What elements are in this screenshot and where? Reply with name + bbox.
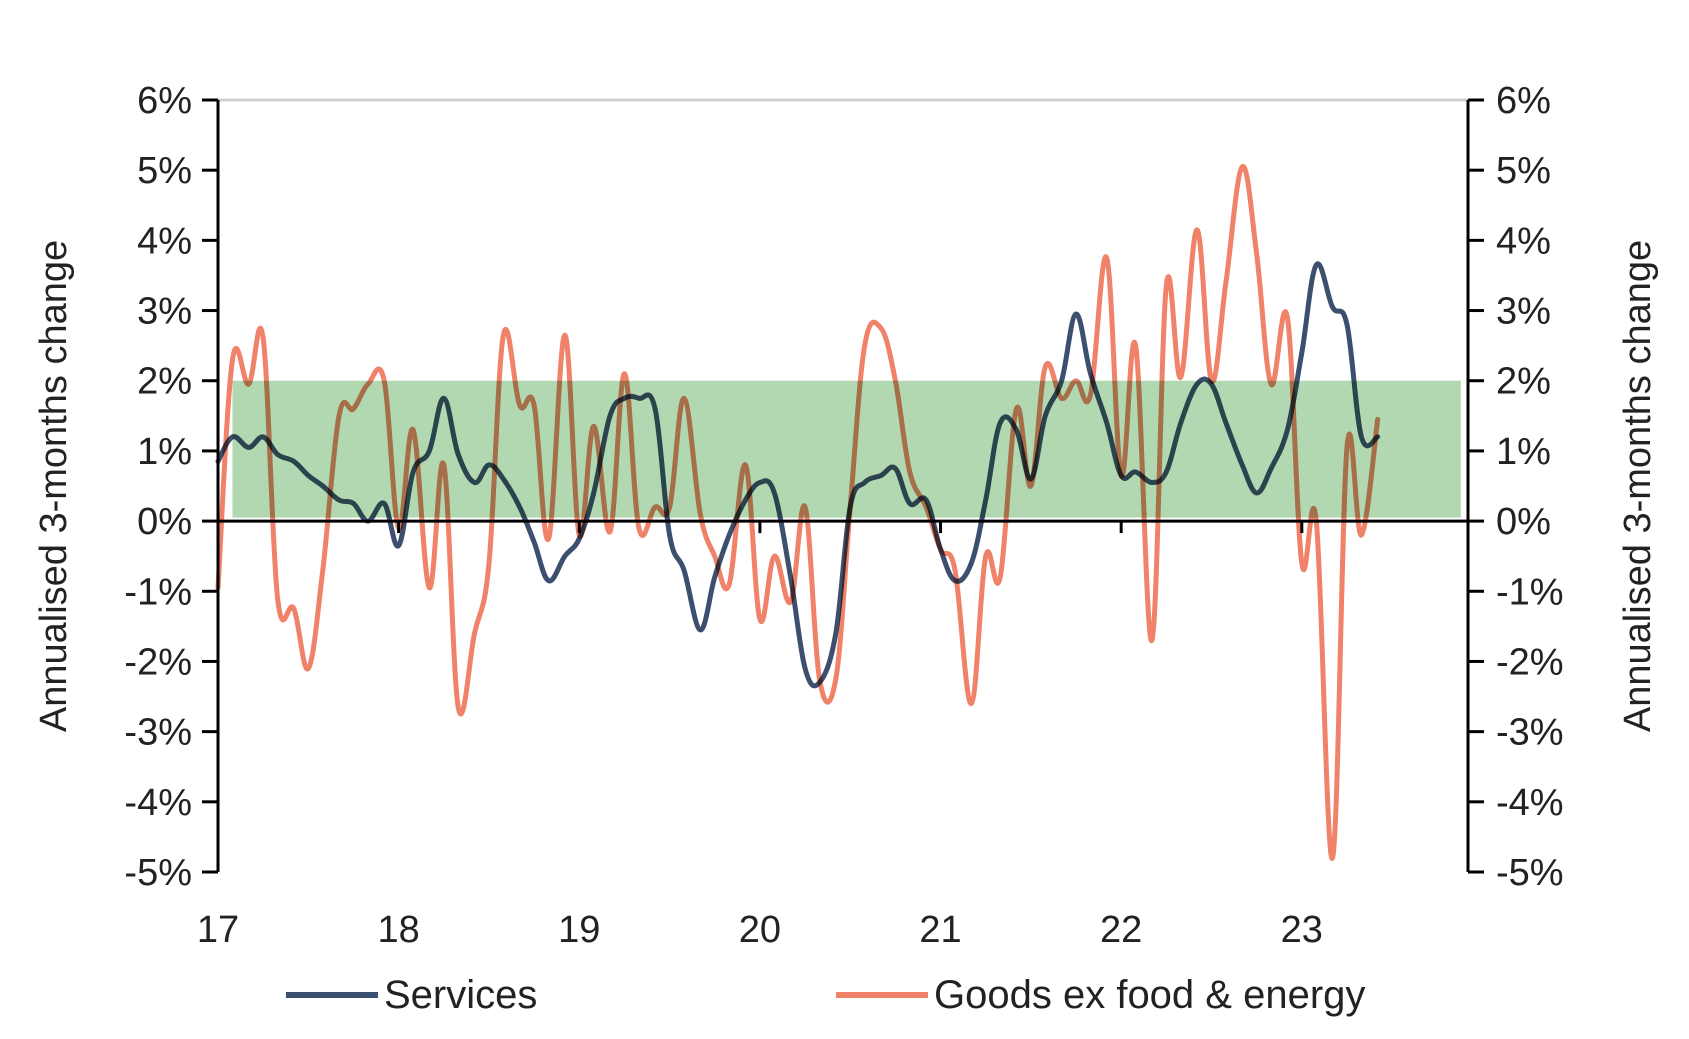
x-tick-label: 21 <box>919 909 961 951</box>
y-tick-label-right: -4% <box>1496 782 1564 824</box>
legend: Services Goods ex food & energy <box>286 973 1365 1017</box>
legend-label: Services <box>384 973 537 1017</box>
y-tick-label-left: 5% <box>137 150 192 192</box>
series-line-goods-ex-food-energy <box>215 164 1381 861</box>
y-tick-label-right: -2% <box>1496 641 1564 683</box>
y-tick-label-left: -1% <box>124 571 192 613</box>
y-tick-label-right: 4% <box>1496 220 1551 262</box>
y-tick-label-left: 0% <box>137 501 192 543</box>
y-tick-label-left: 6% <box>137 80 192 122</box>
x-tick-label: 20 <box>739 909 781 951</box>
y-axis-title-right: Annualised 3-months change <box>1617 240 1659 732</box>
y-tick-label-left: -3% <box>124 712 192 754</box>
axes-layer: 6% 6% 5% 5% 4% 4% 3% 3% 2% 2% 1% 1% 0% 0% -1% -1% -2% -2%… <box>33 80 1659 951</box>
x-tick-label: 22 <box>1100 909 1142 951</box>
y-tick-label-right: -1% <box>1496 571 1564 613</box>
y-tick-label-left: -4% <box>124 782 192 824</box>
x-tick-label: 17 <box>197 909 239 951</box>
y-axis-title-left: Annualised 3-months change <box>33 240 75 732</box>
series-line-services <box>215 261 1381 689</box>
y-tick-label-left: 2% <box>137 361 192 403</box>
x-tick-label: 18 <box>377 909 419 951</box>
series-layer <box>215 164 1381 861</box>
y-tick-label-right: 6% <box>1496 80 1551 122</box>
y-tick-label-left: 1% <box>137 431 192 473</box>
y-tick-label-right: 2% <box>1496 361 1551 403</box>
y-tick-label-left: -2% <box>124 641 192 683</box>
y-tick-label-right: 1% <box>1496 431 1551 473</box>
legend-label: Goods ex food & energy <box>934 973 1365 1017</box>
y-tick-label-right: 5% <box>1496 150 1551 192</box>
y-tick-label-left: -5% <box>124 852 192 894</box>
y-tick-label-right: 0% <box>1496 501 1551 543</box>
y-tick-label-left: 3% <box>137 291 192 333</box>
y-tick-label-right: -3% <box>1496 712 1564 754</box>
y-tick-label-left: 4% <box>137 220 192 262</box>
y-tick-label-right: -5% <box>1496 852 1564 894</box>
y-tick-label-right: 3% <box>1496 291 1551 333</box>
x-tick-label: 23 <box>1281 909 1323 951</box>
x-tick-label: 19 <box>558 909 600 951</box>
